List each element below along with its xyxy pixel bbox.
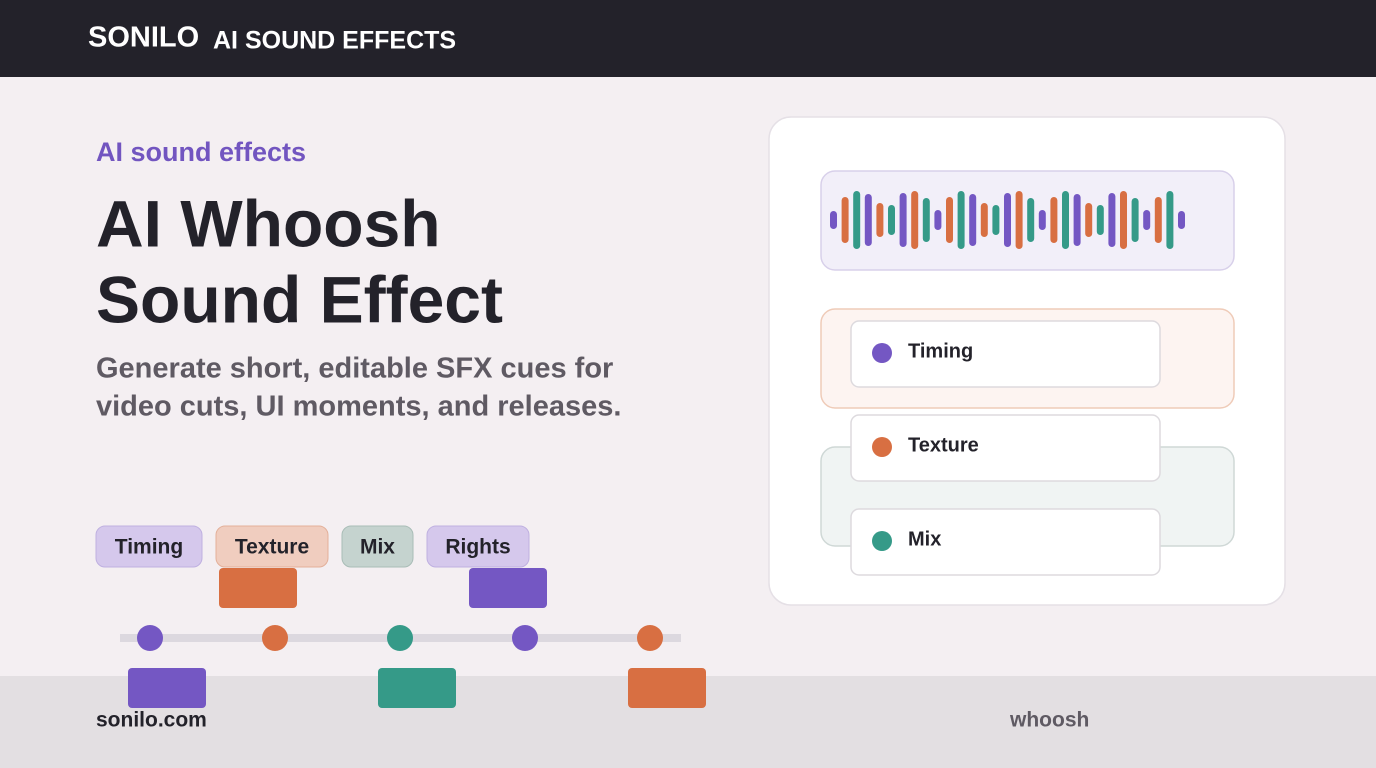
wave-bar [1050,197,1058,243]
clip [378,668,456,708]
chip-label: Texture [235,536,309,559]
wave-bar [899,193,907,247]
card-items: Timing Texture Mix [850,320,1161,576]
marker [262,625,288,651]
marker [137,625,163,651]
wave-bar [980,203,988,237]
wave-bar [864,194,872,246]
item-label: Timing [908,340,973,362]
subtitle-line: video cuts, UI moments, and releases. [96,391,621,423]
wave-bar [911,191,919,249]
title-line: Sound Effect [96,262,503,336]
wave-bar [1120,191,1127,249]
wave-bar [1108,193,1116,247]
waveform [830,191,1185,249]
footer-domain: sonilo.com [96,709,207,732]
eyebrow: AI sound effects [96,137,306,167]
wave-bar [992,205,1000,235]
wave-bar [830,211,837,229]
wave-bar [1073,194,1081,246]
preview-card: Timing Texture Mix [768,116,1286,606]
title-line: AI Whoosh [96,186,441,260]
marker [512,625,538,651]
clip [219,568,297,608]
wave-bar [1085,203,1093,237]
chip-label: Mix [360,536,395,559]
wave-bar [853,191,861,249]
chip [95,525,203,568]
clip [128,668,206,708]
wave-bar [1027,198,1035,242]
wave-bar [1131,198,1139,242]
footer-tag: whoosh [1009,709,1089,732]
item-label: Texture [908,434,979,456]
wave-bar [957,191,965,249]
wave-bar [1178,211,1185,229]
timeline [120,568,706,708]
chip-label: Rights [445,536,510,559]
chip [426,525,530,568]
chips: Timing Texture Mix Rights [95,525,530,568]
item-card [850,508,1161,576]
item-dot [872,343,892,363]
wave-bar [946,197,953,243]
wave-bar [934,210,942,230]
header-bar [0,0,1376,77]
wave-bar [1038,210,1046,230]
chip-label: Timing [115,536,183,559]
item-dot [872,437,892,457]
wave-bar [1143,210,1151,230]
wave-bar [1166,191,1174,249]
marker [387,625,413,651]
item-card [850,320,1161,388]
item-card [850,414,1161,482]
wave-bar [888,205,895,235]
chip [215,525,329,568]
clip [469,568,547,608]
wave-bar [1015,191,1023,249]
brand: SONILO [88,22,199,54]
marker [637,625,663,651]
subtitle-line: Generate short, editable SFX cues for [96,353,613,385]
wave-bar [876,203,884,237]
wave-bar [969,194,977,246]
wave-bar [1062,191,1069,249]
wave-bar [1154,197,1162,243]
wave-bar [922,198,930,242]
chip [341,525,414,568]
wave-bar [1096,205,1104,235]
section-title: AI SOUND EFFECTS [213,27,456,55]
wave-bar [1004,193,1011,247]
clip [628,668,706,708]
item-dot [872,531,892,551]
item-label: Mix [908,528,941,550]
wave-bar [841,197,849,243]
